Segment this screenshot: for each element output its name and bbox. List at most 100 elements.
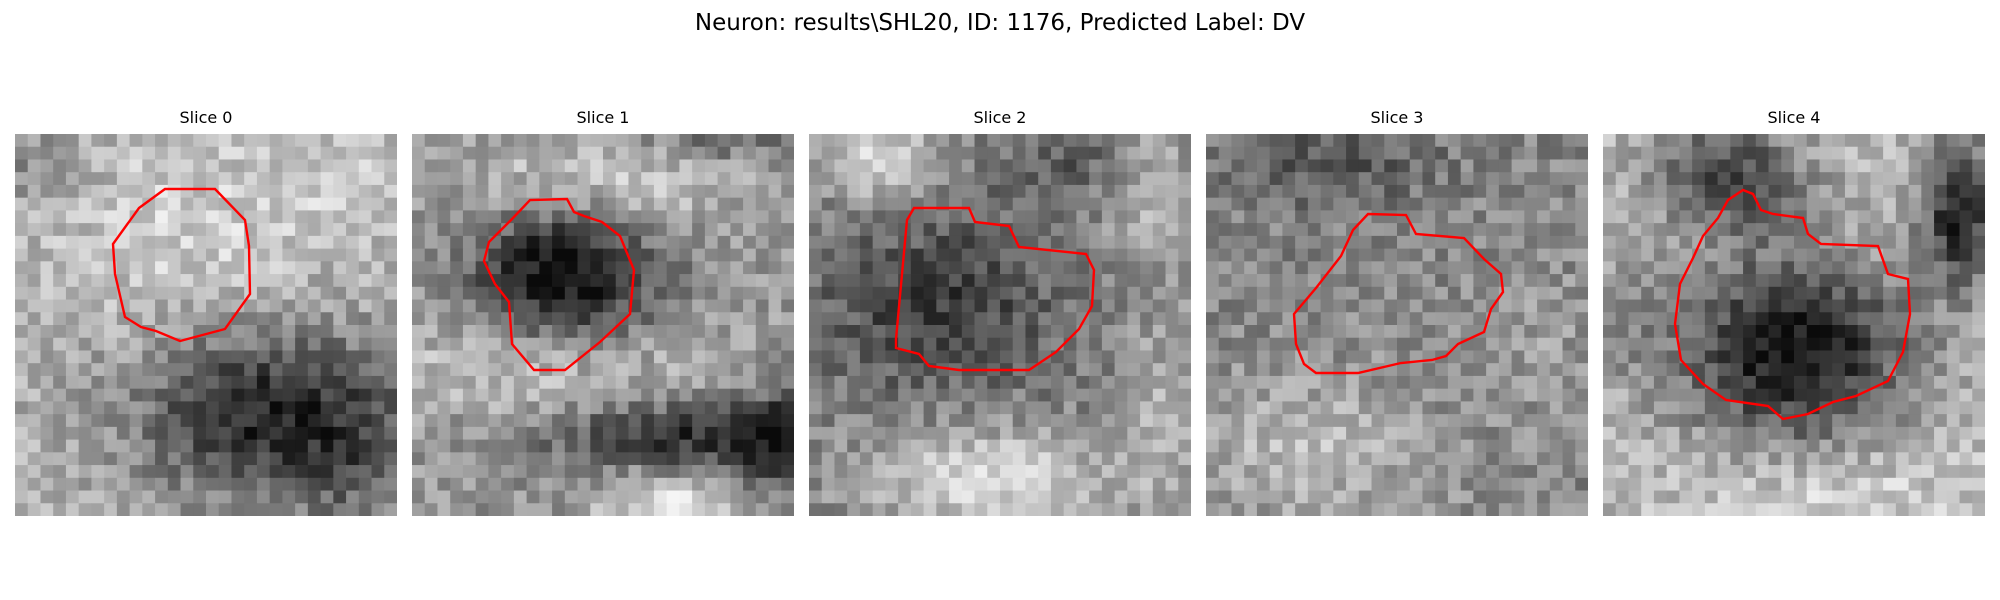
image-pixel xyxy=(1435,477,1449,491)
image-pixel xyxy=(1422,134,1436,148)
image-pixel xyxy=(923,312,937,326)
image-pixel xyxy=(1114,223,1128,237)
image-pixel xyxy=(1140,184,1154,199)
image-pixel xyxy=(1178,401,1191,415)
image-pixel xyxy=(1256,439,1271,453)
image-pixel xyxy=(1025,312,1039,326)
image-pixel xyxy=(269,134,283,148)
image-pixel xyxy=(910,248,924,262)
image-pixel xyxy=(155,134,169,148)
image-pixel xyxy=(231,350,245,364)
image-pixel xyxy=(1628,388,1642,402)
image-pixel xyxy=(358,325,372,339)
image-pixel xyxy=(834,477,848,491)
image-pixel xyxy=(1320,388,1334,402)
image-pixel xyxy=(1653,184,1668,199)
image-pixel xyxy=(1025,172,1039,186)
image-pixel xyxy=(1012,312,1026,326)
image-pixel xyxy=(1282,452,1296,466)
image-pixel xyxy=(1038,375,1052,390)
image-pixel xyxy=(437,503,451,516)
image-pixel xyxy=(1000,465,1014,479)
image-pixel xyxy=(1921,184,1935,199)
image-pixel xyxy=(1050,490,1065,504)
image-pixel xyxy=(1603,414,1617,428)
image-pixel xyxy=(872,184,886,199)
image-pixel xyxy=(717,363,731,377)
image-pixel xyxy=(1946,261,1960,275)
image-pixel xyxy=(1768,312,1782,326)
image-pixel xyxy=(1333,286,1347,300)
image-pixel xyxy=(1562,350,1576,364)
image-pixel xyxy=(1473,363,1487,377)
image-pixel xyxy=(193,401,207,415)
image-pixel xyxy=(1473,159,1487,173)
image-pixel xyxy=(1063,388,1077,402)
image-pixel xyxy=(821,210,835,224)
image-pixel xyxy=(320,337,334,351)
image-pixel xyxy=(1140,375,1154,390)
image-pixel xyxy=(1244,350,1258,364)
image-pixel xyxy=(295,401,309,415)
image-pixel xyxy=(501,388,515,402)
image-pixel xyxy=(1397,439,1411,453)
image-pixel xyxy=(1857,223,1871,237)
image-pixel xyxy=(666,388,680,402)
image-pixel xyxy=(129,172,143,186)
image-pixel xyxy=(603,274,617,288)
image-pixel xyxy=(358,134,372,148)
image-pixel xyxy=(1717,134,1731,148)
image-pixel xyxy=(1256,363,1271,377)
image-pixel xyxy=(1704,426,1718,440)
image-pixel xyxy=(462,388,477,402)
image-pixel xyxy=(244,426,258,440)
image-pixel xyxy=(1165,350,1179,364)
image-pixel xyxy=(1397,197,1411,211)
image-pixel xyxy=(1692,414,1706,428)
image-pixel xyxy=(1076,172,1090,186)
image-pixel xyxy=(666,325,680,339)
image-pixel xyxy=(679,235,693,249)
image-pixel xyxy=(1524,426,1538,440)
image-pixel xyxy=(1959,503,1973,516)
image-pixel xyxy=(1346,439,1360,453)
image-pixel xyxy=(1206,312,1220,326)
image-pixel xyxy=(346,503,360,516)
image-pixel xyxy=(475,146,489,160)
image-pixel xyxy=(1537,503,1551,516)
image-pixel xyxy=(346,426,360,440)
image-pixel xyxy=(180,465,194,479)
image-pixel xyxy=(193,235,207,249)
image-pixel xyxy=(1934,261,1948,275)
image-pixel xyxy=(1883,248,1897,262)
image-pixel xyxy=(1371,274,1385,288)
image-pixel xyxy=(730,248,744,262)
image-pixel xyxy=(488,477,502,491)
image-pixel xyxy=(1114,503,1128,516)
image-pixel xyxy=(1000,452,1014,466)
image-pixel xyxy=(1692,490,1706,504)
image-pixel xyxy=(1575,146,1588,160)
image-pixel xyxy=(462,439,477,453)
image-pixel xyxy=(717,134,731,148)
image-pixel xyxy=(167,477,181,491)
image-pixel xyxy=(1140,503,1154,516)
image-pixel xyxy=(1934,235,1948,249)
image-pixel xyxy=(384,465,397,479)
image-pixel xyxy=(1743,312,1757,326)
image-pixel xyxy=(615,184,629,199)
image-pixel xyxy=(1921,299,1935,313)
image-pixel xyxy=(129,134,143,148)
image-pixel xyxy=(167,299,181,313)
image-pixel xyxy=(1883,235,1897,249)
image-pixel xyxy=(872,337,886,351)
image-pixel xyxy=(539,235,553,249)
image-pixel xyxy=(462,490,477,504)
image-pixel xyxy=(155,490,169,504)
image-pixel xyxy=(40,375,54,390)
image-pixel xyxy=(564,439,578,453)
image-pixel xyxy=(1653,426,1668,440)
image-pixel xyxy=(1333,172,1347,186)
image-pixel xyxy=(1832,261,1846,275)
image-pixel xyxy=(40,248,54,262)
